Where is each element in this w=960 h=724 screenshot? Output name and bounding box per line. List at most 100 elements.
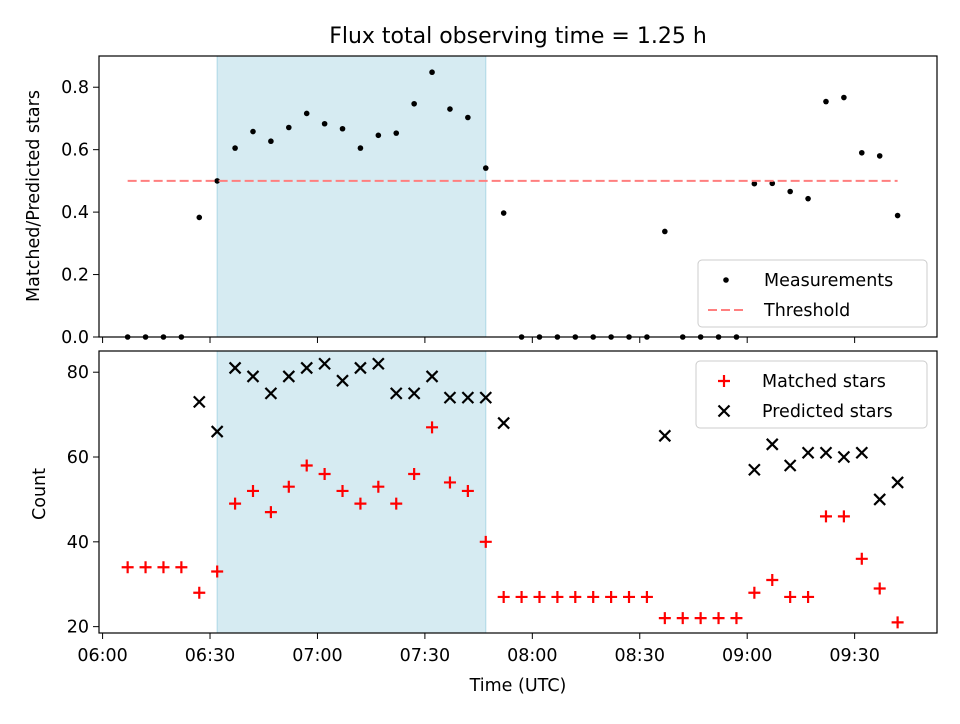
- x-tick-label: 08:00: [507, 646, 557, 666]
- data-point: [497, 416, 510, 430]
- data-point: [354, 497, 367, 510]
- bottom-xlabel: Time (UTC): [469, 676, 567, 696]
- data-point: [246, 370, 260, 383]
- data-point: [303, 110, 310, 117]
- data-point: [805, 195, 811, 202]
- chart-title: Flux total observing time = 1.25 h: [329, 24, 707, 49]
- data-point: [712, 612, 725, 625]
- data-point: [407, 387, 421, 400]
- x-tick-label: 06:30: [185, 646, 235, 666]
- data-point: [802, 590, 815, 603]
- data-point: [264, 506, 277, 519]
- data-point: [873, 493, 886, 506]
- y-tick-label: 40: [67, 533, 89, 553]
- data-point: [390, 497, 403, 510]
- y-tick-label: 0.6: [61, 141, 89, 161]
- top-panel: 0.0 0.2 0.4 0.6 0.8 Measurements Threshold: [61, 55, 938, 348]
- data-point: [318, 357, 331, 370]
- data-point: [336, 374, 349, 387]
- data-point: [876, 153, 883, 159]
- data-point: [354, 361, 367, 375]
- data-point: [461, 484, 474, 497]
- data-point: [300, 361, 313, 375]
- data-point: [658, 429, 672, 443]
- x-tick-label: 07:30: [400, 646, 450, 666]
- axes-frame: [98, 55, 938, 338]
- y-tick-label: 60: [67, 448, 89, 468]
- data-point: [819, 446, 833, 460]
- legend-label: Predicted stars: [762, 402, 893, 422]
- data-point: [748, 586, 761, 599]
- top-ylabel: Matched/Predicted stars: [24, 90, 44, 302]
- data-point: [765, 438, 779, 451]
- data-point: [321, 120, 328, 127]
- data-point: [282, 370, 296, 383]
- data-point: [318, 467, 331, 480]
- x-tick-label: 07:00: [292, 646, 342, 666]
- data-point: [393, 130, 400, 136]
- data-point: [841, 94, 847, 101]
- data-point: [623, 590, 636, 603]
- data-point: [662, 228, 668, 235]
- legend-label: Matched stars: [762, 372, 886, 392]
- data-point: [855, 446, 869, 460]
- data-point: [411, 100, 417, 107]
- bottom-ylabel: Count: [30, 468, 50, 520]
- data-point: [819, 510, 832, 523]
- legend-measurement-swatch: [723, 277, 729, 283]
- data-point: [515, 590, 528, 603]
- y-tick-label: 0.4: [61, 203, 89, 223]
- data-point: [443, 391, 457, 404]
- data-point: [250, 128, 256, 135]
- data-point: [497, 590, 510, 603]
- data-point: [264, 387, 278, 400]
- x-tick-label: 09:30: [829, 646, 879, 666]
- data-point: [429, 69, 435, 76]
- data-point: [766, 573, 779, 586]
- data-point: [447, 106, 453, 112]
- data-point: [121, 561, 134, 574]
- y-tick-label: 0.2: [61, 266, 89, 286]
- data-point: [211, 565, 224, 578]
- data-point: [658, 612, 671, 625]
- data-point: [894, 212, 901, 219]
- legend-predicted-swatch: [717, 404, 731, 418]
- data-point: [214, 178, 220, 184]
- y-tick-label: 20: [67, 618, 89, 638]
- data-point: [694, 612, 707, 625]
- data-point: [873, 582, 886, 595]
- x-tick-label: 09:00: [722, 646, 772, 666]
- data-point: [300, 459, 313, 472]
- data-point: [730, 612, 743, 625]
- data-point: [461, 391, 475, 404]
- data-point: [426, 421, 439, 434]
- legend-label: Threshold: [763, 301, 850, 321]
- data-point: [500, 210, 507, 216]
- x-tick-label: 08:30: [615, 646, 665, 666]
- data-point: [193, 586, 206, 599]
- shaded-span: [217, 351, 486, 633]
- data-point: [246, 484, 259, 497]
- data-point: [676, 612, 689, 625]
- data-point: [823, 98, 829, 105]
- data-point: [375, 132, 382, 139]
- data-point: [533, 590, 546, 603]
- data-point: [210, 425, 224, 438]
- x-tick-label: 06:00: [77, 646, 127, 666]
- data-point: [465, 114, 471, 121]
- data-point: [357, 145, 364, 151]
- data-point: [372, 480, 385, 493]
- data-point: [192, 395, 206, 409]
- data-point: [196, 214, 203, 221]
- data-point: [228, 361, 242, 375]
- data-point: [855, 552, 868, 565]
- data-point: [748, 463, 761, 477]
- data-point: [443, 476, 456, 489]
- data-point: [605, 590, 618, 603]
- data-point: [232, 145, 238, 151]
- y-tick-label: 0.8: [61, 78, 89, 98]
- data-point: [268, 138, 274, 145]
- data-point: [336, 484, 349, 497]
- data-point: [408, 467, 421, 480]
